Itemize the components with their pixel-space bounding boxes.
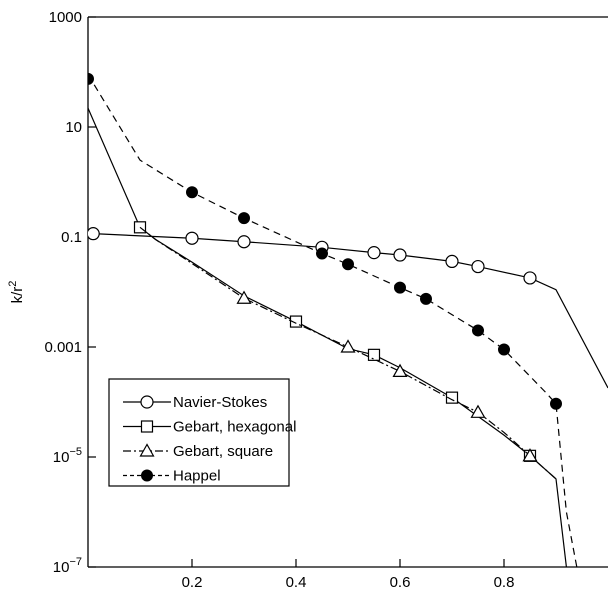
y-axis-label: k/r2 xyxy=(7,281,26,304)
series-gebart-hexagonal xyxy=(88,107,567,567)
y-tick-label: 1000 xyxy=(49,9,82,26)
data-point-navier-stokes xyxy=(185,231,199,245)
legend-marker-navier-stokes xyxy=(140,395,154,409)
data-point-happel xyxy=(88,72,94,85)
legend-marker-gebart-square xyxy=(139,443,155,457)
data-point-gebart-hexagonal xyxy=(367,348,381,361)
y-tick-label: 10−5 xyxy=(53,446,82,466)
series-group xyxy=(88,72,608,567)
data-point-happel xyxy=(342,258,354,271)
series-gebart-square xyxy=(139,226,557,480)
data-point-navier-stokes xyxy=(88,227,100,241)
y-tick-label: 0.001 xyxy=(44,339,82,356)
x-tick-label: 0.6 xyxy=(390,574,411,591)
data-point-gebart-square xyxy=(392,363,408,378)
series-line-navier-stokes xyxy=(93,233,608,389)
series-navier-stokes xyxy=(88,227,608,389)
data-point-happel xyxy=(186,186,198,199)
data-point-navier-stokes xyxy=(471,259,485,274)
data-point-gebart-square xyxy=(470,404,486,418)
x-tick-label: 0.2 xyxy=(182,574,203,591)
data-point-gebart-square xyxy=(340,339,356,353)
data-point-gebart-hexagonal xyxy=(445,391,459,404)
x-tick-label: 0.4 xyxy=(286,574,307,591)
data-point-happel xyxy=(420,292,432,305)
legend-label-gebart-hexagonal: Gebart, hexagonal xyxy=(173,419,296,436)
legend-marker-gebart-hexagonal xyxy=(140,420,154,433)
y-tick-label: 10 xyxy=(65,119,82,136)
data-point-navier-stokes xyxy=(237,235,251,249)
series-happel xyxy=(88,72,578,567)
legend-marker-happel xyxy=(141,469,153,482)
legend-box xyxy=(108,378,290,487)
y-tick-label: 10−7 xyxy=(53,556,82,576)
data-point-happel xyxy=(238,212,250,225)
data-point-gebart-hexagonal xyxy=(289,315,303,328)
x-tick-label: 0.8 xyxy=(494,574,515,591)
data-point-navier-stokes xyxy=(445,254,459,269)
data-point-navier-stokes xyxy=(393,248,407,262)
data-point-happel xyxy=(472,324,484,337)
legend-label-navier-stokes: Navier-Stokes xyxy=(173,394,267,411)
legend-label-gebart-square: Gebart, square xyxy=(173,443,273,460)
data-point-happel xyxy=(316,247,328,260)
data-point-navier-stokes xyxy=(367,246,381,260)
series-line-happel xyxy=(88,74,578,567)
legend-label-happel: Happel xyxy=(173,468,221,485)
data-point-happel xyxy=(498,343,510,356)
data-point-gebart-square xyxy=(236,290,252,304)
data-point-gebart-square xyxy=(522,448,538,462)
data-point-happel xyxy=(394,281,406,294)
y-tick-label: 0.1 xyxy=(61,229,82,246)
data-point-happel xyxy=(550,397,562,410)
series-line-gebart-hexagonal xyxy=(88,107,567,567)
data-point-navier-stokes xyxy=(523,271,537,285)
legend: Navier-Stokes Gebart, hexagonal Gebart, sq… xyxy=(108,378,296,487)
